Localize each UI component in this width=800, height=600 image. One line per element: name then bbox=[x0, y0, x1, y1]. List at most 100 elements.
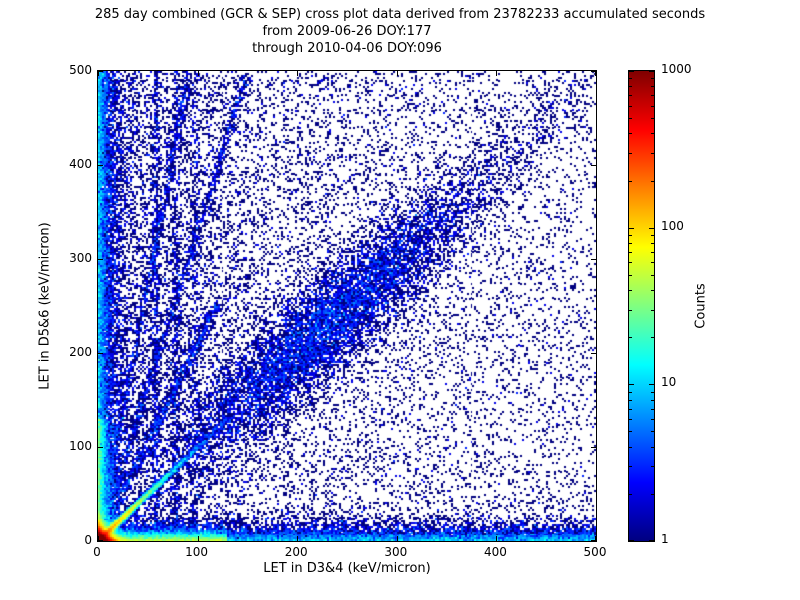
colorbar-minor-tick-mark bbox=[651, 409, 654, 410]
y-axis-tick-mark bbox=[98, 540, 103, 541]
colorbar-minor-tick-mark bbox=[651, 153, 654, 154]
colorbar-minor-tick-mark bbox=[651, 466, 654, 467]
chart-title-line-2: from 2009-06-26 DOY:177 bbox=[262, 24, 432, 39]
y-tick-label: 300 bbox=[69, 251, 92, 265]
colorbar-minor-tick-mark bbox=[629, 153, 632, 154]
colorbar-minor-tick-mark bbox=[651, 118, 654, 119]
colorbar-minor-tick-mark bbox=[629, 106, 632, 107]
colorbar-minor-tick-mark bbox=[629, 400, 632, 401]
x-axis-tick-mark bbox=[595, 71, 596, 76]
colorbar-minor-tick-mark bbox=[651, 86, 654, 87]
colorbar-minor-tick-mark bbox=[651, 243, 654, 244]
colorbar-minor-tick-mark bbox=[629, 86, 632, 87]
y-axis-tick-mark bbox=[591, 447, 596, 448]
y-tick-label: 400 bbox=[69, 157, 92, 171]
colorbar-tick-mark bbox=[629, 384, 634, 385]
x-axis-tick-mark bbox=[297, 71, 298, 76]
y-axis-label: LET in D5&6 (keV/micron) bbox=[37, 222, 53, 390]
x-tick-label: 400 bbox=[483, 545, 507, 559]
chart-title-line-1: 285 day combined (GCR & SEP) cross plot … bbox=[94, 7, 706, 22]
y-axis-tick-mark bbox=[98, 259, 103, 260]
colorbar-minor-tick-mark bbox=[651, 235, 654, 236]
plot-area bbox=[97, 70, 597, 542]
colorbar-minor-tick-mark bbox=[629, 181, 632, 182]
x-axis-tick-mark bbox=[98, 536, 99, 541]
colorbar-minor-tick-mark bbox=[629, 133, 632, 134]
colorbar-tick-mark bbox=[649, 71, 654, 72]
colorbar-minor-tick-mark bbox=[629, 419, 632, 420]
chart-title-line-3: through 2010-04-06 DOY:096 bbox=[252, 41, 442, 56]
colorbar bbox=[628, 70, 655, 542]
colorbar-tick-mark bbox=[629, 71, 634, 72]
colorbar-minor-tick-mark bbox=[651, 275, 654, 276]
y-tick-label: 200 bbox=[69, 345, 92, 359]
colorbar-tick-label: 100 bbox=[661, 218, 684, 233]
colorbar-minor-tick-mark bbox=[629, 252, 632, 253]
y-axis-tick-mark bbox=[591, 540, 596, 541]
colorbar-minor-tick-mark bbox=[651, 310, 654, 311]
colorbar-tick-label: 1000 bbox=[661, 62, 692, 76]
x-axis-tick-mark bbox=[397, 71, 398, 76]
colorbar-minor-tick-mark bbox=[651, 78, 654, 79]
colorbar-minor-tick-mark bbox=[651, 133, 654, 134]
colorbar-tick-mark bbox=[649, 228, 654, 229]
x-tick-label: 0 bbox=[93, 545, 101, 559]
colorbar-minor-tick-mark bbox=[629, 235, 632, 236]
colorbar-minor-tick-mark bbox=[651, 95, 654, 96]
colorbar-minor-tick-mark bbox=[629, 494, 632, 495]
colorbar-tick-mark bbox=[629, 228, 634, 229]
x-tick-label: 300 bbox=[384, 545, 408, 559]
y-axis-tick-mark bbox=[98, 165, 103, 166]
colorbar-tick-mark bbox=[629, 540, 634, 541]
y-tick-label: 100 bbox=[69, 439, 92, 453]
colorbar-tick-mark bbox=[649, 384, 654, 385]
colorbar-minor-tick-mark bbox=[651, 431, 654, 432]
colorbar-minor-tick-mark bbox=[629, 262, 632, 263]
colorbar-minor-tick-mark bbox=[629, 409, 632, 410]
x-axis-tick-mark bbox=[496, 536, 497, 541]
colorbar-minor-tick-mark bbox=[629, 275, 632, 276]
x-axis-tick-mark bbox=[397, 536, 398, 541]
y-axis-tick-mark bbox=[98, 353, 103, 354]
x-axis-tick-mark bbox=[297, 536, 298, 541]
y-axis-tick-mark bbox=[98, 447, 103, 448]
colorbar-minor-tick-mark bbox=[629, 337, 632, 338]
colorbar-minor-tick-mark bbox=[629, 447, 632, 448]
x-tick-label: 100 bbox=[185, 545, 209, 559]
colorbar-tick-label: 10 bbox=[661, 375, 677, 390]
colorbar-minor-tick-mark bbox=[651, 337, 654, 338]
x-axis-label: LET in D3&4 (keV/micron) bbox=[263, 561, 431, 576]
colorbar-minor-tick-mark bbox=[629, 95, 632, 96]
y-axis-tick-mark bbox=[591, 71, 596, 72]
colorbar-minor-tick-mark bbox=[629, 431, 632, 432]
x-axis-tick-mark bbox=[595, 536, 596, 541]
colorbar-minor-tick-mark bbox=[651, 419, 654, 420]
colorbar-minor-tick-mark bbox=[651, 262, 654, 263]
colorbar-minor-tick-mark bbox=[651, 494, 654, 495]
colorbar-label: Counts bbox=[693, 283, 709, 329]
colorbar-tick-label: 1 bbox=[661, 532, 669, 546]
x-tick-label: 200 bbox=[284, 545, 308, 559]
colorbar-minor-tick-mark bbox=[629, 392, 632, 393]
y-tick-label: 0 bbox=[84, 533, 92, 547]
colorbar-minor-tick-mark bbox=[651, 181, 654, 182]
colorbar-minor-tick-mark bbox=[651, 447, 654, 448]
x-axis-tick-mark bbox=[496, 71, 497, 76]
y-axis-tick-mark bbox=[591, 165, 596, 166]
colorbar-minor-tick-mark bbox=[651, 106, 654, 107]
colorbar-minor-tick-mark bbox=[629, 78, 632, 79]
y-axis-tick-mark bbox=[591, 353, 596, 354]
colorbar-minor-tick-mark bbox=[629, 310, 632, 311]
colorbar-minor-tick-mark bbox=[629, 243, 632, 244]
colorbar-minor-tick-mark bbox=[651, 392, 654, 393]
x-tick-label: 500 bbox=[583, 545, 607, 559]
colorbar-minor-tick-mark bbox=[629, 290, 632, 291]
y-axis-tick-mark bbox=[98, 71, 103, 72]
colorbar-minor-tick-mark bbox=[629, 118, 632, 119]
scatter-heatmap-canvas bbox=[98, 71, 596, 541]
x-axis-tick-mark bbox=[198, 536, 199, 541]
colorbar-minor-tick-mark bbox=[651, 290, 654, 291]
y-axis-tick-mark bbox=[591, 259, 596, 260]
x-axis-tick-mark bbox=[198, 71, 199, 76]
